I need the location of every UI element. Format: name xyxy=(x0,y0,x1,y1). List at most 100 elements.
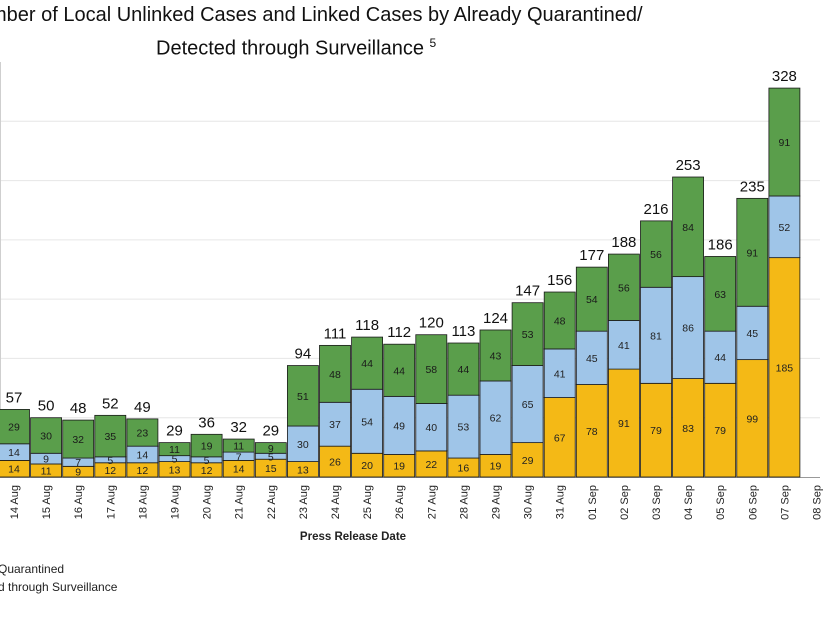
segment-value-label: 41 xyxy=(554,368,566,380)
x-tick-label: 26 Aug xyxy=(394,485,406,519)
segment-value-label: 41 xyxy=(618,340,630,352)
segment-value-label: 56 xyxy=(650,249,662,261)
total-value-label: 177 xyxy=(579,247,604,264)
x-tick-label: 08 Sep xyxy=(812,485,824,520)
segment-value-label: 35 xyxy=(104,431,116,443)
total-value-label: 57 xyxy=(6,389,23,406)
total-value-label: 29 xyxy=(262,423,279,440)
segment-value-label: 44 xyxy=(714,352,726,364)
chart-title-line1: mber of Local Unlinked Cases and Linked … xyxy=(0,4,643,26)
x-tick-label: 29 Aug xyxy=(491,485,503,519)
x-tick-label: 05 Sep xyxy=(715,485,727,520)
x-tick-label: 25 Aug xyxy=(362,485,374,519)
total-value-label: 186 xyxy=(708,236,733,253)
total-value-label: 120 xyxy=(419,315,444,332)
bar-segment-unlinked xyxy=(126,418,159,447)
segment-value-label: 7 xyxy=(236,451,242,463)
x-tick-label: 16 Aug xyxy=(73,485,85,519)
segment-value-label: 14 xyxy=(137,449,149,461)
x-axis-title: Press Release Date xyxy=(300,531,406,543)
bar-segment-quarantined xyxy=(608,368,640,478)
segment-value-label: 52 xyxy=(779,222,791,234)
segment-value-label: 19 xyxy=(490,461,502,473)
segment-value-label: 51 xyxy=(297,391,309,403)
segment-value-label: 22 xyxy=(425,459,437,471)
total-value-label: 113 xyxy=(451,323,475,340)
segment-value-label: 79 xyxy=(650,425,662,437)
x-tick-label: 17 Aug xyxy=(105,485,117,519)
bar-segment-surveillance xyxy=(768,195,801,259)
total-value-label: 253 xyxy=(676,157,701,174)
bar-segment-unlinked xyxy=(286,365,319,427)
segment-value-label: 56 xyxy=(618,282,630,294)
total-value-label: 188 xyxy=(611,234,636,251)
segment-value-label: 86 xyxy=(682,323,694,335)
bar-segment-unlinked xyxy=(447,342,480,396)
bar-segment-quarantined xyxy=(736,359,769,478)
bar-segment-quarantined xyxy=(511,442,544,478)
segment-value-label: 30 xyxy=(40,431,52,443)
segment-value-label: 43 xyxy=(490,350,502,362)
segment-value-label: 19 xyxy=(393,461,405,473)
segment-value-label: 91 xyxy=(618,418,630,430)
segment-value-label: 5 xyxy=(204,455,210,467)
x-tick-label: 23 Aug xyxy=(298,485,310,519)
segment-value-label: 78 xyxy=(586,426,598,438)
segment-value-label: 19 xyxy=(201,441,213,453)
segment-value-label: 48 xyxy=(329,369,341,381)
x-tick-label: 02 Sep xyxy=(619,485,631,520)
bar-segment-quarantined xyxy=(672,378,704,478)
segment-value-label: 16 xyxy=(458,463,470,475)
legend-item-surveillance: d through Surveillance xyxy=(0,580,118,594)
bar-segment-unlinked xyxy=(672,176,704,278)
x-tick-label: 31 Aug xyxy=(555,485,567,519)
bar-segment-unlinked xyxy=(319,344,351,403)
x-tick-label: 30 Aug xyxy=(523,485,535,519)
bar-segment-surveillance xyxy=(351,388,384,454)
total-value-label: 328 xyxy=(772,68,797,85)
segment-value-label: 83 xyxy=(682,423,694,435)
segment-value-label: 14 xyxy=(8,447,20,459)
segment-value-label: 58 xyxy=(425,364,437,376)
segment-value-label: 29 xyxy=(8,422,20,434)
bar-segment-unlinked xyxy=(768,87,801,197)
bar-segment-unlinked xyxy=(222,438,255,453)
segment-value-label: 45 xyxy=(746,328,758,340)
bar-segment-unlinked xyxy=(704,256,737,332)
x-tick-label: 03 Sep xyxy=(651,485,663,520)
bar-segment-unlinked xyxy=(94,414,127,458)
x-tick-label: 18 Aug xyxy=(137,485,149,519)
chart-title-line2: Detected through Surveillance 5 xyxy=(156,30,436,62)
total-value-label: 48 xyxy=(70,400,87,417)
total-value-label: 50 xyxy=(38,398,55,415)
legend-item-quarantined: Quarantined xyxy=(0,562,65,576)
total-value-label: 94 xyxy=(295,346,312,363)
total-value-label: 124 xyxy=(483,310,508,327)
segment-value-label: 48 xyxy=(554,315,566,327)
bar-segment-surveillance xyxy=(511,365,544,444)
segment-value-label: 53 xyxy=(522,329,534,341)
total-value-label: 49 xyxy=(134,399,151,416)
x-tick-label: 06 Sep xyxy=(747,485,759,520)
total-value-label: 32 xyxy=(230,419,247,436)
x-tick-label: 27 Aug xyxy=(426,485,438,519)
segment-value-label: 49 xyxy=(393,420,405,432)
segment-value-label: 9 xyxy=(268,443,274,455)
bar-segment-unlinked xyxy=(351,336,384,390)
segment-value-label: 44 xyxy=(361,358,373,370)
segment-value-label: 54 xyxy=(586,294,598,306)
bar-segment-surveillance xyxy=(543,348,576,398)
bar-segment-unlinked xyxy=(415,334,448,404)
bar-segment-unlinked xyxy=(640,220,672,288)
bar-segment-unlinked xyxy=(479,329,512,382)
x-tick-label: 22 Aug xyxy=(266,485,278,519)
bar-segment-surveillance xyxy=(640,286,672,384)
bar-segment-unlinked xyxy=(383,343,416,397)
segment-value-label: 5 xyxy=(107,455,113,467)
bar-segment-surveillance xyxy=(415,403,448,452)
bar-segment-unlinked xyxy=(575,266,608,332)
x-tick-label: 07 Sep xyxy=(779,485,791,520)
bar-segment-unlinked xyxy=(30,417,63,454)
bar-segment-surveillance xyxy=(479,380,512,455)
total-value-label: 52 xyxy=(102,395,119,412)
